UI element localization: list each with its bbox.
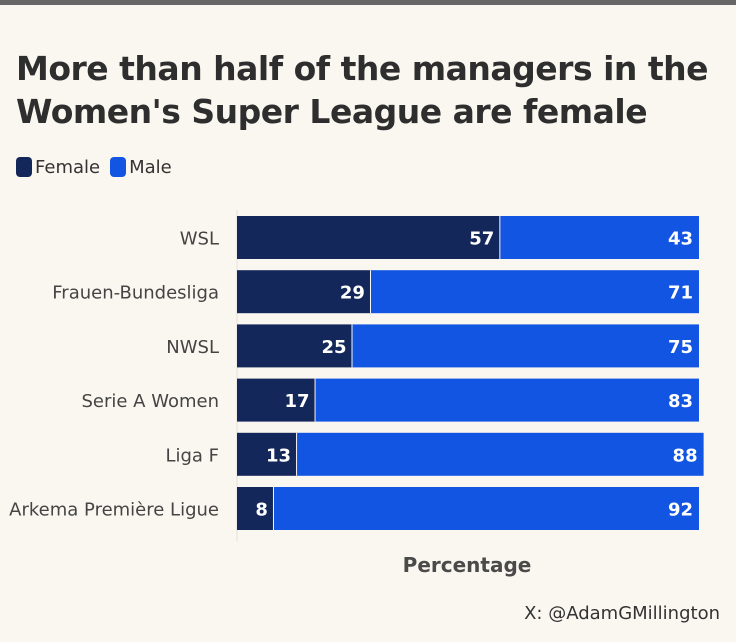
data-label-male-wsl: 43 (668, 229, 693, 250)
footer-credit: X: @AdamGMillington (524, 603, 720, 624)
data-label-male-nwsl: 75 (668, 337, 693, 358)
chart-title-line-2: Women's Super League are female (16, 92, 648, 131)
chart-title: More than half of the managers in the Wo… (16, 47, 716, 133)
legend-item-female: Female (16, 157, 100, 178)
category-label-liga-f: Liga F (165, 445, 219, 466)
legend-swatch-female (16, 157, 32, 177)
bar-female-arkema-premiere-ligue (237, 487, 274, 530)
bar-male-frauen-bundesliga (370, 270, 699, 314)
legend-label-female: Female (35, 156, 101, 178)
data-label-male-liga-f: 88 (673, 445, 698, 466)
chart-title-line-1: More than half of the managers in the (16, 49, 709, 88)
bar-male-nwsl (352, 324, 699, 368)
data-label-female-wsl: 57 (469, 229, 494, 250)
category-label-serie-a-women: Serie A Women (81, 391, 219, 412)
data-label-female-serie-a-women: 17 (284, 391, 309, 412)
data-label-female-nwsl: 25 (321, 337, 346, 358)
category-label-wsl: WSL (180, 229, 219, 250)
category-labels-group: WSL Frauen-Bundesliga NWSL Serie A Women Lig… (9, 229, 219, 521)
bar-male-serie-a-women (315, 378, 699, 422)
bar-male-arkema-premiere-ligue (273, 487, 699, 530)
bar-female-liga-f (237, 432, 298, 476)
data-label-female-arkema-premiere-ligue: 8 (255, 500, 268, 521)
legend-swatch-male (110, 157, 127, 177)
bar-female-wsl (237, 216, 501, 259)
legend-label-male: Male (129, 156, 172, 178)
top-accent-bar (0, 0, 736, 5)
data-label-male-arkema-premiere-ligue: 92 (668, 500, 693, 521)
data-label-male-serie-a-women: 83 (668, 391, 693, 412)
category-label-nwsl: NWSL (166, 337, 219, 358)
bar-female-serie-a-women (237, 378, 316, 422)
bar-male-liga-f (297, 432, 704, 476)
data-label-female-liga-f: 13 (266, 445, 291, 466)
category-label-arkema-premiere-ligue: Arkema Première Ligue (9, 500, 219, 521)
category-label-frauen-bundesliga: Frauen-Bundesliga (52, 283, 219, 304)
bar-female-nwsl (237, 324, 353, 368)
legend-item-male: Male (110, 157, 172, 178)
bar-male-wsl (500, 216, 699, 259)
data-label-female-frauen-bundesliga: 29 (340, 283, 365, 304)
data-label-male-frauen-bundesliga: 71 (668, 283, 693, 304)
legend: Female Male (16, 155, 182, 179)
bar-female-frauen-bundesliga (237, 270, 371, 314)
x-axis-label: Percentage (403, 553, 532, 577)
